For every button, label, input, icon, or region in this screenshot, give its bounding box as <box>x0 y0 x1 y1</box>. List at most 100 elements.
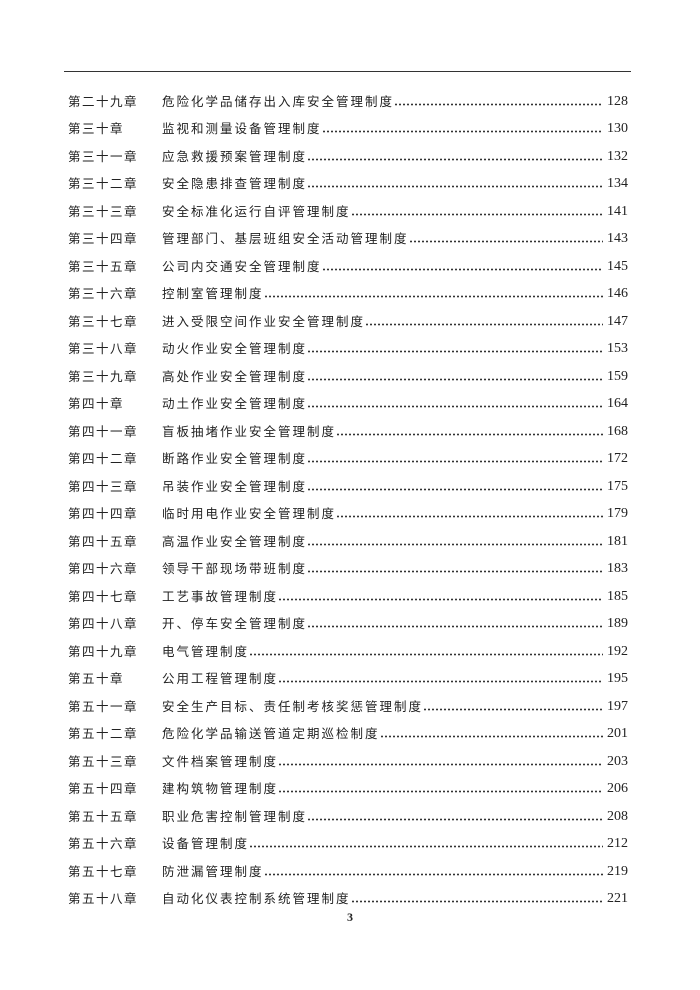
dot-leader <box>249 652 603 656</box>
toc-entry[interactable]: 第四十八章 开、停车安全管理制度 189 <box>68 607 628 635</box>
dot-leader <box>278 762 603 766</box>
chapter-title: 安全生产目标、责任制考核奖惩管理制度 <box>162 698 424 714</box>
toc-entry[interactable]: 第四十四章 临时用电作业安全管理制度 179 <box>68 497 628 525</box>
chapter-number: 第四十四章 <box>68 506 139 521</box>
chapter-title: 设备管理制度 <box>162 836 250 851</box>
chapter-title: 电气管理制度 <box>162 643 250 659</box>
dot-leader <box>307 570 603 573</box>
toc-entry[interactable]: 第四十三章 吊装作业安全管理制度 175 <box>68 469 628 497</box>
dot-leader <box>350 212 603 216</box>
dot-leader <box>336 432 603 436</box>
dot-leader <box>423 707 603 711</box>
toc-entry[interactable]: 第三十二章 安全隐患排查管理制度 134 <box>68 167 628 195</box>
chapter-title: 防泄漏管理制度 <box>162 863 264 879</box>
toc-entry[interactable]: 第三十七章 进入受限空间作业安全管理制度 147 <box>68 304 628 332</box>
toc-entry[interactable]: 第三十六章 控制室管理制度 146 <box>68 277 628 305</box>
dot-leader <box>394 102 603 106</box>
chapter-title: 动土作业安全管理制度 <box>162 396 308 411</box>
dot-leader <box>336 515 603 518</box>
chapter-number: 第三十五章 <box>68 258 139 274</box>
toc-entry[interactable]: 第三十四章 管理部门、基层班组安全活动管理制度 143 <box>68 222 628 250</box>
page-ref: 168 <box>607 423 628 439</box>
dot-leader <box>365 322 603 326</box>
toc-entry[interactable]: 第三十五章 公司内交通安全管理制度 145 <box>68 249 628 277</box>
chapter-number: 第五十二章 <box>68 726 139 741</box>
page-ref: 128 <box>607 93 628 109</box>
page-ref: 153 <box>607 341 628 356</box>
toc-entry[interactable]: 第四十二章 断路作业安全管理制度 172 <box>68 442 628 470</box>
chapter-title: 危险化学品输送管道定期巡检制度 <box>162 726 380 741</box>
toc-entry[interactable]: 第五十一章 安全生产目标、责任制考核奖惩管理制度 197 <box>68 689 628 717</box>
dot-leader <box>278 790 603 793</box>
page-ref: 203 <box>607 753 628 769</box>
dot-leader <box>307 405 603 408</box>
page-ref: 219 <box>607 863 628 879</box>
chapter-title: 安全隐患排查管理制度 <box>162 176 308 191</box>
chapter-number: 第四十二章 <box>68 451 139 466</box>
toc-entry[interactable]: 第四十九章 电气管理制度 192 <box>68 634 628 662</box>
chapter-number: 第五十四章 <box>68 781 139 796</box>
toc-entry[interactable]: 第四十六章 领导干部现场带班制度 183 <box>68 552 628 580</box>
toc-entry[interactable]: 第三十一章 应急救援预案管理制度 132 <box>68 139 628 167</box>
header-rule <box>64 71 631 72</box>
chapter-number: 第三十三章 <box>68 203 139 219</box>
chapter-title: 管理部门、基层班组安全活动管理制度 <box>162 231 409 246</box>
dot-leader <box>350 900 603 903</box>
dot-leader <box>321 267 603 271</box>
chapter-number: 第三十七章 <box>68 313 139 329</box>
toc-entry[interactable]: 第五十七章 防泄漏管理制度 219 <box>68 854 628 882</box>
toc-entry[interactable]: 第四十七章 工艺事故管理制度 185 <box>68 579 628 607</box>
toc-entry[interactable]: 第三十八章 动火作业安全管理制度 153 <box>68 332 628 360</box>
chapter-title: 高温作业安全管理制度 <box>162 533 308 549</box>
toc-entry[interactable]: 第四十一章 盲板抽堵作业安全管理制度 168 <box>68 414 628 442</box>
page-ref: 146 <box>607 286 628 301</box>
chapter-number: 第五十一章 <box>68 698 139 714</box>
toc-entry[interactable]: 第五十六章 设备管理制度 212 <box>68 827 628 855</box>
toc-entry[interactable]: 第五十二章 危险化学品输送管道定期巡检制度 201 <box>68 717 628 745</box>
dot-leader <box>307 542 603 546</box>
dot-leader <box>263 872 603 876</box>
toc-entry[interactable]: 第三十三章 安全标准化运行自评管理制度 141 <box>68 194 628 222</box>
toc-entry[interactable]: 第五十八章 自动化仪表控制系统管理制度 221 <box>68 882 628 910</box>
dot-leader <box>278 680 603 683</box>
chapter-title: 应急救援预案管理制度 <box>162 148 308 164</box>
chapter-number: 第三十四章 <box>68 231 139 246</box>
dot-leader <box>249 845 603 848</box>
chapter-title: 临时用电作业安全管理制度 <box>162 506 337 521</box>
dot-leader <box>307 817 603 821</box>
page-ref: 221 <box>607 891 628 906</box>
chapter-title: 自动化仪表控制系统管理制度 <box>162 891 351 906</box>
chapter-number: 第四十八章 <box>68 616 139 631</box>
chapter-title: 工艺事故管理制度 <box>162 588 279 604</box>
page-ref: 181 <box>607 533 628 549</box>
chapter-number: 第四十五章 <box>68 533 139 549</box>
page-ref: 130 <box>607 121 628 136</box>
dot-leader <box>307 625 603 628</box>
toc-entry[interactable]: 第三十章 监视和测量设备管理制度 130 <box>68 112 628 140</box>
page-ref: 185 <box>607 588 628 604</box>
page-ref: 175 <box>607 478 628 494</box>
chapter-title: 盲板抽堵作业安全管理制度 <box>162 423 337 439</box>
chapter-number: 第五十章 <box>68 671 125 686</box>
toc-entry[interactable]: 第三十九章 高处作业安全管理制度 159 <box>68 359 628 387</box>
chapter-title: 断路作业安全管理制度 <box>162 451 308 466</box>
chapter-number: 第三十九章 <box>68 368 139 384</box>
chapter-title: 动火作业安全管理制度 <box>162 341 308 356</box>
chapter-number: 第五十八章 <box>68 891 139 906</box>
chapter-number: 第五十七章 <box>68 863 139 879</box>
page-ref: 134 <box>607 176 628 191</box>
toc-entry[interactable]: 第四十五章 高温作业安全管理制度 181 <box>68 524 628 552</box>
toc-entry[interactable]: 第五十三章 文件档案管理制度 203 <box>68 744 628 772</box>
chapter-number: 第四十七章 <box>68 588 139 604</box>
dot-leader <box>278 597 603 601</box>
page-number: 3 <box>347 910 353 924</box>
toc-entry[interactable]: 第五十章 公用工程管理制度 195 <box>68 662 628 690</box>
toc-entry[interactable]: 第五十四章 建构筑物管理制度 206 <box>68 772 628 800</box>
toc-entry[interactable]: 第五十五章 职业危害控制管理制度 208 <box>68 799 628 827</box>
chapter-number: 第四十三章 <box>68 478 139 494</box>
page-ref: 159 <box>607 368 628 384</box>
page-ref: 206 <box>607 781 628 796</box>
toc-entry[interactable]: 第四十章 动土作业安全管理制度 164 <box>68 387 628 415</box>
toc-entry[interactable]: 第二十九章 危险化学品储存出入库安全管理制度 128 <box>68 84 628 112</box>
chapter-number: 第五十五章 <box>68 808 139 824</box>
